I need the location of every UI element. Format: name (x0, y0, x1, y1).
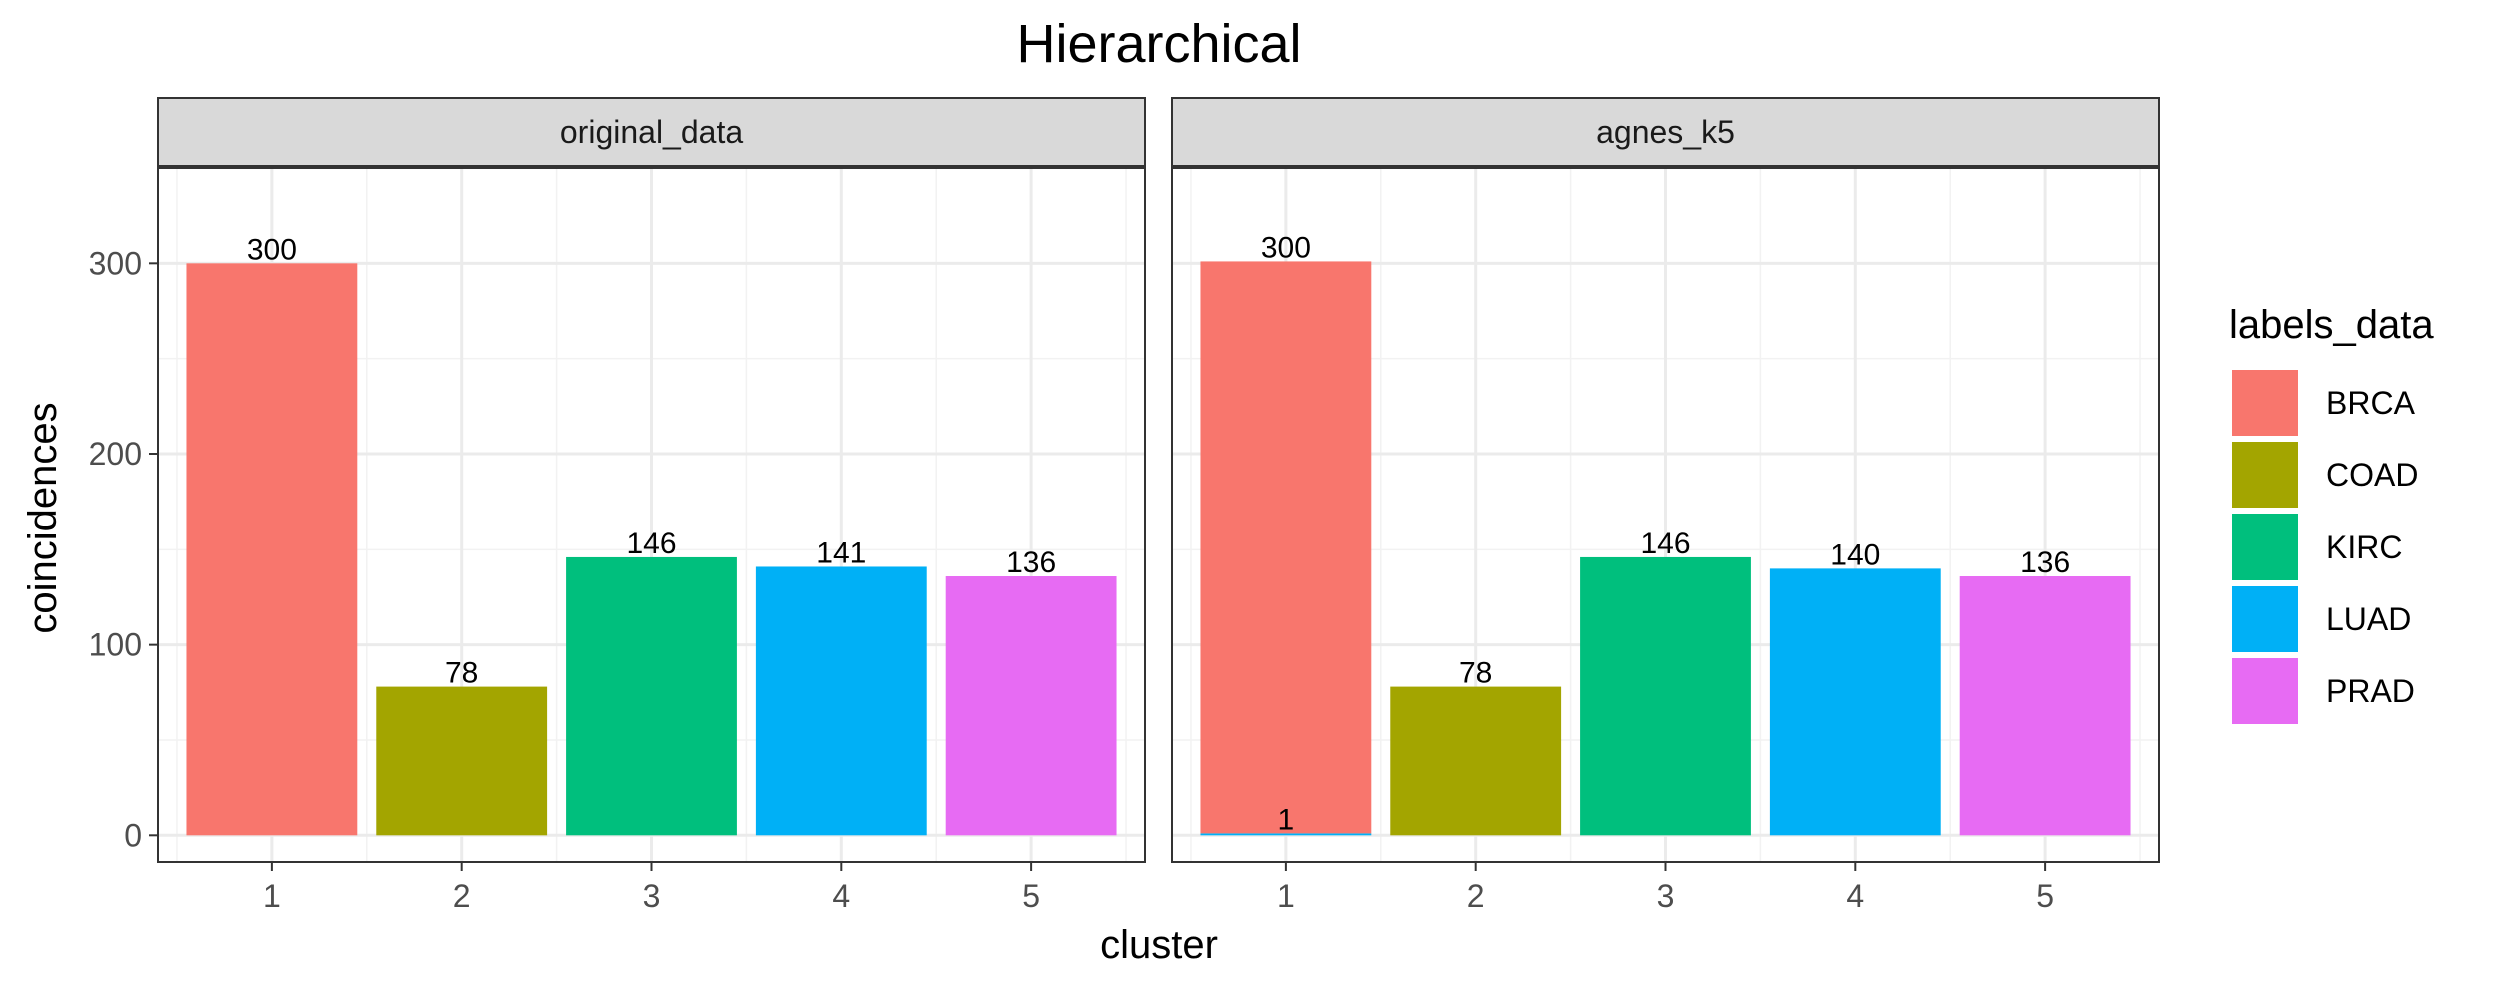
x-tick-label: 5 (1022, 878, 1040, 914)
legend-item-prad: PRAD (2232, 658, 2415, 724)
bar-segment-luad (755, 566, 927, 836)
bar-value-label: 146 (1640, 527, 1690, 560)
bar-value-label: 300 (1261, 231, 1311, 264)
bar-value-label: 78 (1459, 657, 1492, 690)
bar-value-label: 300 (247, 233, 297, 266)
bar-value-label: 136 (1006, 546, 1056, 579)
x-tick-label: 1 (1277, 878, 1295, 914)
legend-item-kirc: KIRC (2232, 514, 2402, 580)
x-tick-label: 3 (1657, 878, 1675, 914)
facet-panel: agnes_k5 1 300 78 146 140 136 1 2 3 4 5 (1171, 97, 2160, 914)
chart-title: Hierarchical (1016, 14, 1301, 74)
bar-segment-luad (1769, 568, 1941, 836)
x-tick-label: 2 (453, 878, 471, 914)
y-tick-label: 0 (124, 817, 142, 853)
x-tick-label: 3 (643, 878, 661, 914)
x-tick-label: 2 (1467, 878, 1485, 914)
facet-strip-label: agnes_k5 (1596, 114, 1735, 150)
legend-title: labels_data (2229, 303, 2434, 347)
bar-value-label: 140 (1830, 538, 1880, 571)
legend-key (2232, 370, 2298, 436)
legend-label: COAD (2326, 457, 2418, 493)
bar-segment-kirc (1580, 556, 1751, 836)
legend-key (2232, 586, 2298, 652)
legend-label: LUAD (2326, 601, 2411, 637)
bar-value-label: 141 (816, 536, 866, 569)
legend-label: KIRC (2326, 529, 2402, 565)
legend-key (2232, 442, 2298, 508)
y-axis: 0 100 200 300 (89, 245, 158, 853)
x-tick-label: 5 (2036, 878, 2054, 914)
x-axis-title: cluster (1100, 923, 1218, 967)
facet-strip-label: original_data (560, 114, 743, 150)
bar-segment-prad (945, 576, 1117, 836)
bar-segment-brca (186, 263, 358, 836)
facet-strip (1171, 97, 2160, 167)
legend-label: PRAD (2326, 673, 2415, 709)
facet-strip (157, 97, 1146, 167)
x-tick-label: 4 (832, 878, 850, 914)
bar-value-label: 146 (626, 527, 676, 560)
bar-segment-coad (1390, 686, 1562, 836)
bar-segment-luad (1200, 833, 1372, 836)
legend-item-coad: COAD (2232, 442, 2418, 508)
bar-segment-brca (1200, 261, 1372, 834)
bar-value-label: 78 (445, 657, 478, 690)
x-tick-label: 4 (1846, 878, 1864, 914)
legend-key (2232, 514, 2298, 580)
bar-segment-kirc (566, 556, 737, 836)
y-tick-label: 100 (89, 627, 142, 663)
bar-segment-coad (376, 686, 548, 836)
bar-value-label: 1 (1278, 803, 1295, 836)
legend-item-brca: BRCA (2232, 370, 2416, 436)
bar-segment-prad (1959, 576, 2131, 836)
facet-panel: original_data 300 78 146 141 136 1 2 3 4 5 (157, 97, 1146, 914)
legend: labels_data BRCA COAD KIRC LUAD PRAD (2229, 303, 2434, 724)
legend-label: BRCA (2326, 385, 2416, 421)
y-tick-label: 300 (89, 245, 142, 281)
legend-item-luad: LUAD (2232, 586, 2411, 652)
y-tick-label: 200 (89, 436, 142, 472)
x-tick-label: 1 (263, 878, 281, 914)
bar-value-label: 136 (2020, 546, 2070, 579)
y-axis-title: coincidences (21, 402, 65, 633)
legend-key (2232, 658, 2298, 724)
